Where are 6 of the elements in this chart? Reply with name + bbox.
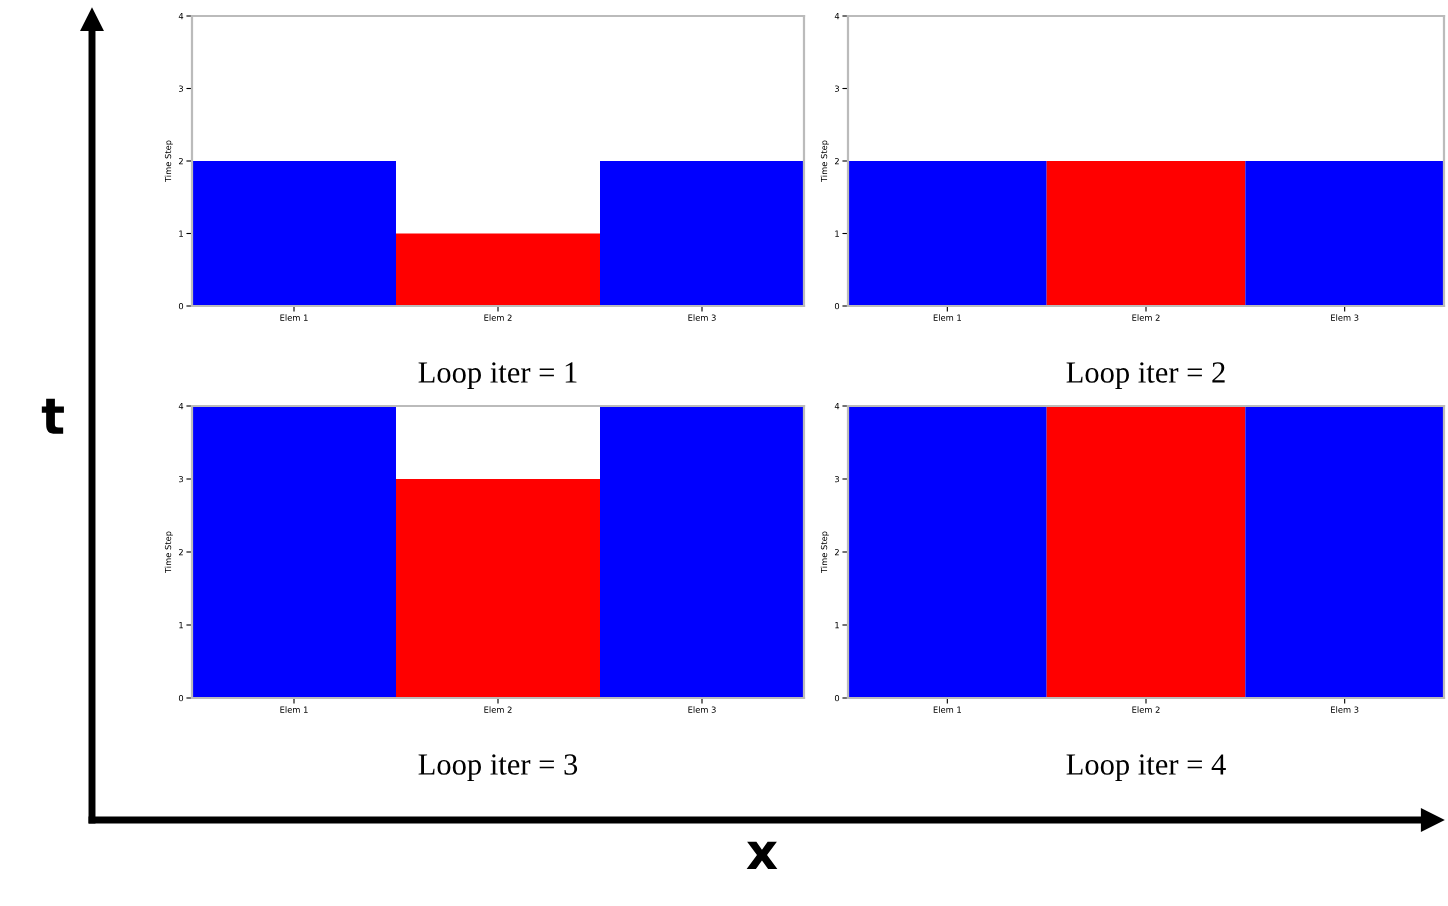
x-axis-title: Loop iter = 3 <box>418 754 578 781</box>
x-axis-title: Loop iter = 4 <box>1066 754 1226 781</box>
x-axis-title: Loop iter = 1 <box>418 362 577 389</box>
x-axis-title: Loop iter = 2 <box>1066 362 1225 389</box>
text: x <box>746 841 778 870</box>
text: t <box>41 398 64 434</box>
